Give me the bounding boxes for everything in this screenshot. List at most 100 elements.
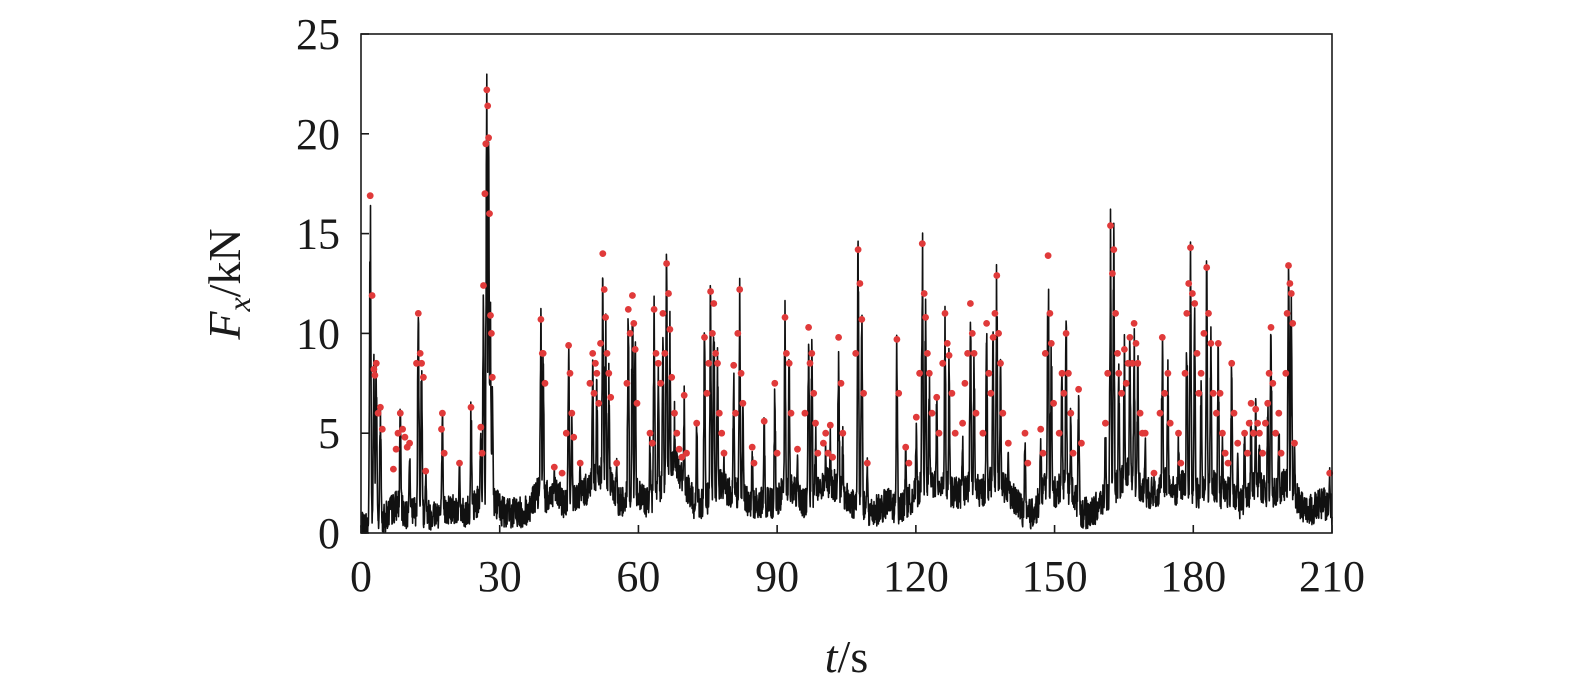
peak-marker-110	[760, 417, 768, 425]
peak-marker-54	[592, 359, 599, 367]
peak-marker-126	[822, 429, 830, 437]
peak-marker-65	[623, 379, 631, 387]
y-axis-title: Fx/kN	[199, 228, 257, 340]
peak-marker-227	[1189, 290, 1196, 297]
peak-marker-52	[589, 350, 597, 357]
peak-marker-181	[1041, 350, 1049, 357]
peak-marker-179	[1037, 425, 1045, 433]
peak-marker-196	[1104, 369, 1112, 377]
peak-marker-106	[737, 369, 745, 377]
peak-marker-105	[736, 286, 744, 293]
peak-marker-5	[374, 409, 382, 417]
peak-marker-89	[683, 449, 690, 457]
peak-marker-26	[467, 403, 475, 411]
peak-marker-238	[1214, 340, 1222, 347]
peak-marker-71	[633, 399, 641, 407]
y-tick-label-0: 0	[318, 509, 340, 558]
peak-marker-166	[979, 429, 987, 437]
peak-marker-50	[576, 459, 584, 467]
peak-marker-200	[1112, 310, 1119, 317]
peak-marker-77	[657, 379, 664, 387]
peak-marker-221	[1175, 429, 1182, 437]
peak-marker-86	[675, 445, 683, 453]
peak-marker-111	[771, 379, 779, 387]
peak-marker-176	[1004, 439, 1012, 447]
peak-marker-32	[483, 86, 491, 94]
peak-marker-84	[671, 409, 678, 417]
peak-marker-80	[663, 260, 670, 267]
peak-marker-67	[626, 330, 634, 337]
peak-marker-85	[673, 429, 681, 437]
peak-marker-162	[967, 300, 974, 307]
peak-marker-199	[1110, 246, 1118, 254]
peak-marker-53	[590, 389, 598, 397]
peak-marker-190	[1065, 369, 1072, 377]
peak-marker-180	[1039, 449, 1047, 457]
peak-marker-120	[806, 359, 814, 367]
peak-marker-214	[1141, 429, 1149, 437]
y-axis-unit: /kN	[199, 228, 250, 297]
peak-marker-69	[630, 320, 638, 327]
peak-marker-119	[805, 324, 812, 331]
x-axis-title: t/s	[825, 631, 868, 682]
peak-marker-17	[414, 310, 422, 317]
peak-marker-251	[1252, 405, 1260, 413]
y-axis-subscript: x	[221, 297, 257, 312]
peak-marker-260	[1272, 429, 1279, 437]
peak-marker-16	[413, 359, 420, 367]
peak-marker-44	[558, 469, 566, 477]
peak-marker-22	[438, 425, 445, 433]
peak-marker-6	[377, 403, 384, 411]
peak-marker-28	[478, 449, 486, 457]
peak-marker-56	[595, 399, 603, 407]
peak-marker-129	[829, 453, 836, 461]
x-tick-label-210: 210	[1299, 552, 1365, 601]
peak-marker-60	[602, 314, 609, 321]
peak-marker-42	[541, 379, 549, 387]
peak-marker-172	[993, 272, 1001, 279]
y-tick-label-25: 25	[296, 10, 340, 59]
peak-marker-138	[863, 459, 871, 467]
x-tick-label-90: 90	[755, 552, 799, 601]
peak-marker-229	[1193, 350, 1201, 357]
peak-marker-219	[1164, 369, 1172, 377]
peak-marker-19	[418, 359, 425, 367]
peak-marker-98	[714, 359, 721, 367]
peak-marker-268	[1289, 320, 1297, 327]
peak-marker-108	[748, 443, 756, 451]
peak-marker-39	[537, 316, 545, 323]
peak-marker-158	[951, 429, 959, 437]
peak-marker-36	[487, 312, 494, 319]
peak-marker-170	[989, 334, 997, 341]
peak-marker-259	[1269, 379, 1277, 387]
peak-marker-249	[1247, 399, 1255, 407]
peak-marker-156	[945, 352, 953, 359]
peak-marker-171	[991, 310, 999, 317]
peak-marker-157	[948, 389, 956, 397]
peak-marker-215	[1150, 469, 1158, 477]
peak-marker-194	[1078, 439, 1085, 447]
peak-marker-239	[1216, 389, 1224, 397]
peak-marker-151	[933, 393, 941, 401]
peak-marker-235	[1207, 340, 1215, 347]
peak-marker-241	[1221, 449, 1229, 457]
tick-labels: 0 30 60 90 120 150 180 210 0 5 10 15 20 25	[296, 10, 1365, 601]
peak-marker-2	[370, 365, 378, 373]
peak-marker-177	[1021, 429, 1029, 437]
peak-marker-121	[808, 350, 816, 357]
peak-marker-139	[893, 336, 901, 343]
peak-marker-124	[814, 449, 822, 457]
peak-marker-153	[939, 359, 947, 367]
peak-marker-163	[968, 330, 976, 337]
peak-marker-232	[1200, 330, 1208, 337]
x-tick-label-30: 30	[478, 552, 522, 601]
peak-marker-46	[565, 342, 572, 349]
x-tick-label-150: 150	[1022, 552, 1088, 601]
peak-marker-135	[856, 280, 864, 287]
peak-marker-184	[1047, 340, 1055, 347]
y-axis-var: F	[199, 311, 250, 341]
peak-marker-216	[1156, 409, 1164, 417]
peak-marker-244	[1230, 409, 1238, 417]
peak-marker-258	[1267, 324, 1275, 331]
peak-marker-145	[918, 240, 926, 248]
